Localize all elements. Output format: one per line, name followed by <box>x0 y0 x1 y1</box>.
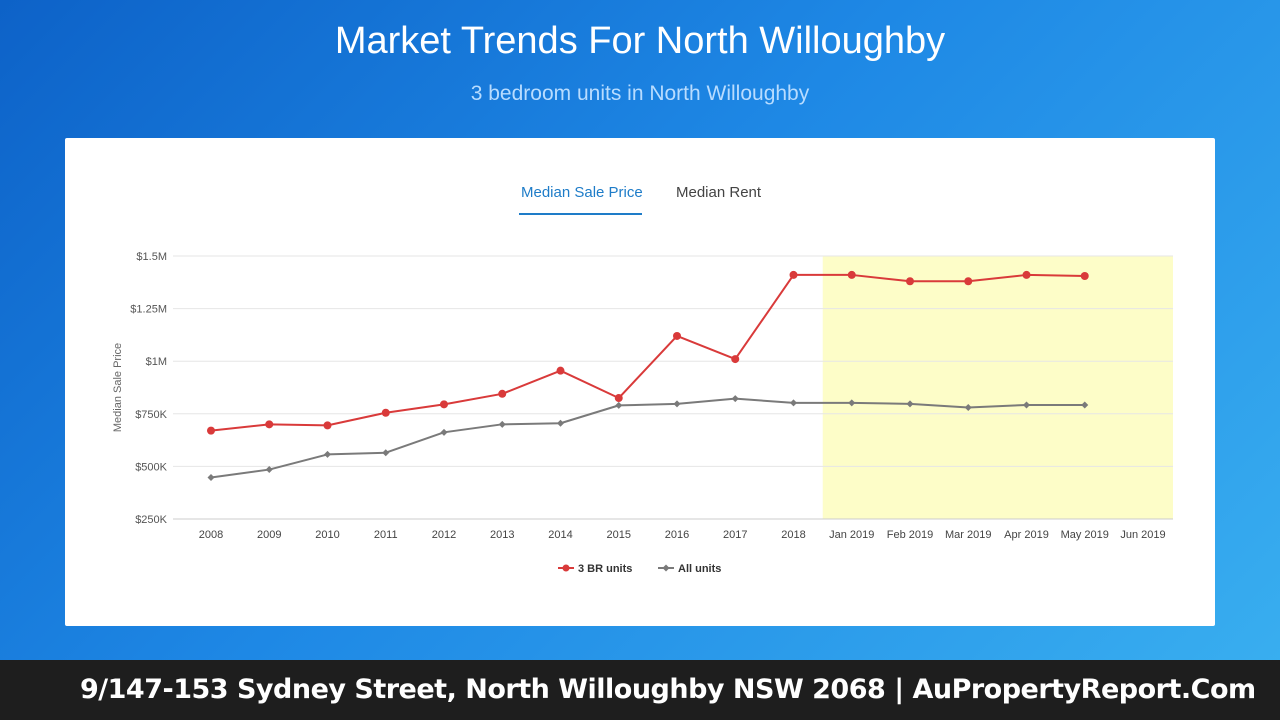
legend-marker <box>562 564 570 572</box>
data-point-3br-units <box>498 389 507 398</box>
page-subtitle: 3 bedroom units in North Willoughby <box>470 82 810 105</box>
x-tick-label: 2014 <box>548 529 572 541</box>
chart-card: Median Sale Price Median Rent $250K $500K… <box>65 138 1215 626</box>
data-point-all-units <box>615 401 623 409</box>
y-tick-label: $250K <box>135 514 167 526</box>
data-point-all-units <box>673 400 681 408</box>
footer-bar: 9/147-153 Sydney Street, North Willoughb… <box>0 660 1280 720</box>
x-tick-label: May 2019 <box>1061 529 1109 541</box>
data-point-all-units <box>557 419 564 427</box>
x-tick-label: 2009 <box>257 529 281 541</box>
data-point-3br-units <box>789 270 798 279</box>
x-tick-label: 2017 <box>723 529 747 541</box>
x-tick-label: Apr 2019 <box>1004 529 1049 541</box>
x-tick-label: 2018 <box>781 529 805 541</box>
data-point-all-units <box>790 399 797 407</box>
x-tick-label: 2013 <box>490 529 514 541</box>
y-axis-title: Median Sale Price <box>112 343 124 432</box>
tab-median-sale-price[interactable]: Median Sale Price <box>521 184 643 201</box>
y-tick-label: $750K <box>135 409 167 421</box>
data-point-3br-units <box>964 277 973 286</box>
data-point-3br-units <box>731 355 740 364</box>
x-tick-label: Feb 2019 <box>887 529 933 541</box>
y-tick-label: $1.25M <box>130 304 167 316</box>
data-point-3br-units <box>1080 271 1089 280</box>
data-point-all-units <box>1081 401 1089 409</box>
data-point-3br-units <box>440 400 448 409</box>
footer-address: 9/147-153 Sydney Street, North Willoughb… <box>80 674 1256 705</box>
active-tab-indicator <box>519 213 642 215</box>
data-point-all-units <box>498 420 506 428</box>
x-tick-label: Mar 2019 <box>945 529 991 541</box>
data-point-all-units <box>906 400 914 408</box>
x-tick-label: 2011 <box>374 529 398 541</box>
legend-label-all-units: All units <box>678 563 721 575</box>
y-tick-label: $1.5M <box>136 251 167 263</box>
data-point-all-units <box>324 450 331 458</box>
series-line-3br-units <box>210 273 1085 432</box>
tab-median-rent[interactable]: Median Rent <box>676 184 762 201</box>
page-title: Market Trends For North Willoughby <box>334 20 946 62</box>
data-point-3br-units <box>556 366 565 375</box>
line-chart: $250K $500K $750K $1M $1.25M $1.5M Median Sale… <box>112 251 1173 575</box>
data-point-3br-units <box>207 426 215 435</box>
data-point-3br-units <box>265 420 274 429</box>
x-tick-label: 2012 <box>432 529 456 541</box>
data-point-3br-units <box>323 421 332 430</box>
x-tick-label: Jan 2019 <box>829 529 874 541</box>
x-tick-label: Jun 2019 <box>1120 529 1165 541</box>
data-point-3br-units <box>1022 270 1031 279</box>
y-tick-label: $500K <box>135 461 167 473</box>
x-tick-label: 2016 <box>665 529 689 541</box>
x-tick-label: 2015 <box>607 529 631 541</box>
forecast-highlight-band <box>822 256 1173 519</box>
data-point-all-units <box>440 428 448 436</box>
data-point-all-units <box>731 395 739 403</box>
x-tick-label: 2010 <box>315 529 339 541</box>
data-point-all-units <box>1023 401 1030 409</box>
x-tick-label: 2008 <box>199 529 223 541</box>
data-point-3br-units <box>614 394 623 403</box>
series-line-all-units <box>210 397 1085 479</box>
legend-marker <box>662 564 670 572</box>
legend-label-3br-units: 3 BR units <box>578 563 632 575</box>
data-point-3br-units <box>673 331 681 340</box>
data-point-3br-units <box>847 270 856 279</box>
data-point-all-units <box>265 466 273 474</box>
y-tick-label: $1M <box>146 356 167 368</box>
data-point-3br-units <box>906 277 914 286</box>
data-point-all-units <box>848 399 856 407</box>
data-point-all-units <box>207 474 215 482</box>
data-point-all-units <box>964 403 972 411</box>
data-point-3br-units <box>381 408 390 417</box>
data-point-all-units <box>382 449 390 457</box>
